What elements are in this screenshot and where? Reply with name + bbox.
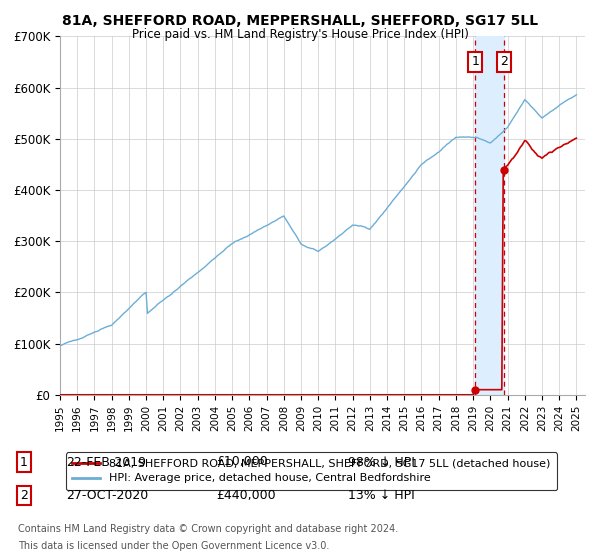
Text: 1: 1 [20, 455, 28, 469]
Text: Contains HM Land Registry data © Crown copyright and database right 2024.: Contains HM Land Registry data © Crown c… [18, 524, 398, 534]
Text: 27-OCT-2020: 27-OCT-2020 [66, 489, 148, 502]
Text: 81A, SHEFFORD ROAD, MEPPERSHALL, SHEFFORD, SG17 5LL: 81A, SHEFFORD ROAD, MEPPERSHALL, SHEFFOR… [62, 14, 538, 28]
Legend: 81A, SHEFFORD ROAD, MEPPERSHALL, SHEFFORD, SG17 5LL (detached house), HPI: Avera: 81A, SHEFFORD ROAD, MEPPERSHALL, SHEFFOR… [65, 452, 557, 490]
Text: Price paid vs. HM Land Registry's House Price Index (HPI): Price paid vs. HM Land Registry's House … [131, 28, 469, 41]
Text: £440,000: £440,000 [216, 489, 275, 502]
Text: 2: 2 [500, 55, 508, 68]
Text: £10,000: £10,000 [216, 455, 268, 469]
Text: 13% ↓ HPI: 13% ↓ HPI [348, 489, 415, 502]
Bar [475, 36, 504, 395]
Text: 1: 1 [471, 55, 479, 68]
Text: 22-FEB-2019: 22-FEB-2019 [66, 455, 146, 469]
Text: 2: 2 [20, 489, 28, 502]
Text: 98% ↓ HPI: 98% ↓ HPI [348, 455, 415, 469]
Text: This data is licensed under the Open Government Licence v3.0.: This data is licensed under the Open Gov… [18, 541, 329, 551]
